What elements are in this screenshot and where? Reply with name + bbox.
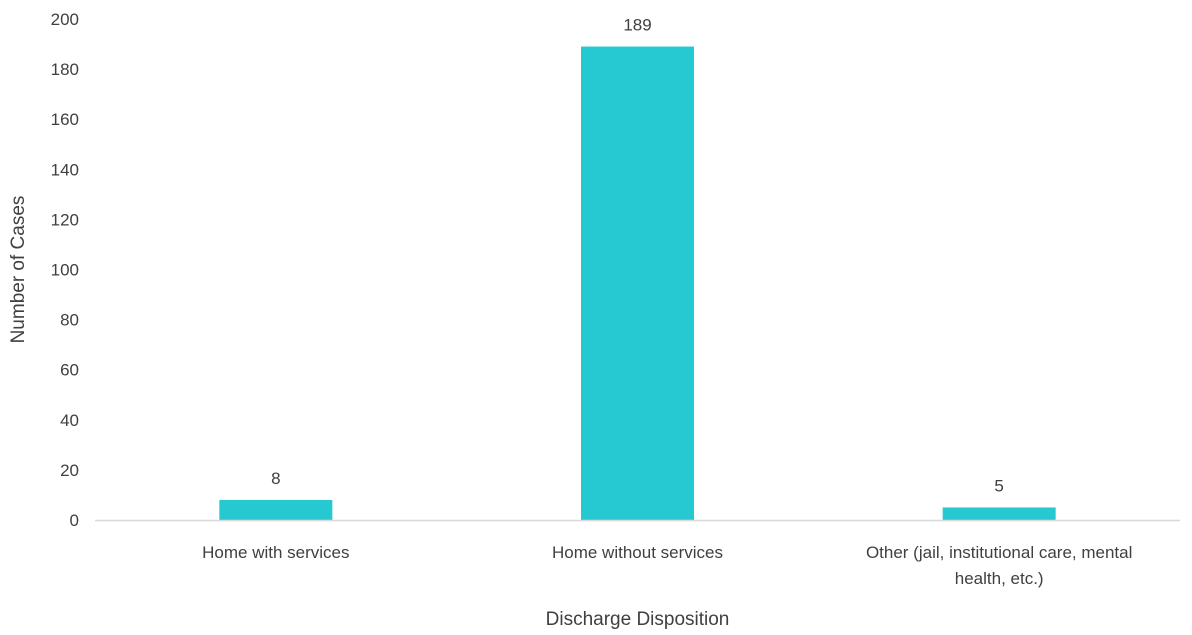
data-labels: 8 189 5 [271, 16, 1004, 496]
y-tick-label: 0 [70, 511, 79, 530]
x-axis-category-labels: Home with services Home without services O… [202, 543, 1132, 588]
y-axis-title: Number of Cases [8, 196, 29, 344]
bars [219, 46, 1056, 521]
y-tick-label: 140 [51, 160, 79, 179]
x-tick-label-line: health, etc.) [955, 569, 1044, 588]
y-tick-label: 160 [51, 110, 79, 129]
y-tick-label: 60 [60, 361, 79, 380]
bar-value-label: 5 [994, 476, 1003, 495]
y-tick-label: 40 [60, 411, 79, 430]
y-tick-label: 80 [60, 311, 79, 330]
bar [581, 46, 694, 521]
x-tick-label-line: Home without services [552, 543, 723, 562]
bar-value-label: 189 [623, 16, 651, 35]
x-tick-label-line: Other (jail, institutional care, mental [866, 543, 1132, 562]
y-tick-label: 180 [51, 60, 79, 79]
x-tick-label: Home without services [552, 543, 723, 562]
y-tick-label: 100 [51, 261, 79, 280]
bar [942, 507, 1056, 520]
y-tick-label: 200 [51, 10, 79, 29]
bar [219, 499, 333, 520]
x-tick-label: Home with services [202, 543, 349, 562]
x-axis-title: Discharge Disposition [546, 609, 730, 630]
x-tick-label: Other (jail, institutional care, mental h… [866, 543, 1132, 588]
x-tick-label-line: Home with services [202, 543, 349, 562]
y-tick-label: 120 [51, 210, 79, 229]
bar-value-label: 8 [271, 469, 280, 488]
y-axis-ticks: 0 20 40 60 80 100 120 140 160 180 200 [51, 10, 79, 530]
y-tick-label: 20 [60, 461, 79, 480]
